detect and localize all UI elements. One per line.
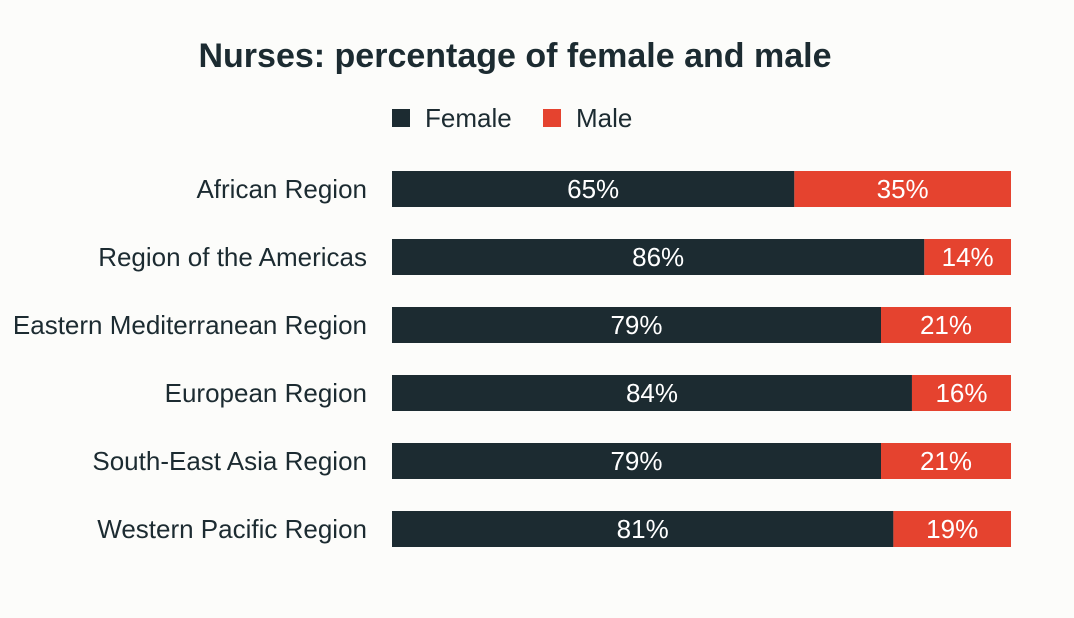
bar-female-south-east-asia-region [392,443,882,479]
category-labels: African Region Region of the Americas East… [13,174,367,544]
value-label-female-south-east-asia-region: 79% [610,446,662,476]
category-label-western-pacific-region: Western Pacific Region [97,514,367,544]
bar-female-western-pacific-region [392,511,894,547]
legend-swatch-female [392,109,410,127]
value-label-male-western-pacific-region: 19% [926,514,978,544]
chart-title: Nurses: percentage of female and male [198,37,831,75]
legend-label-male: Male [576,103,632,133]
legend-swatch-male [543,109,561,127]
value-label-male-south-east-asia-region: 21% [920,446,972,476]
value-label-male-region-of-the-americas: 14% [942,242,994,272]
category-label-south-east-asia-region: South-East Asia Region [92,446,367,476]
bar-male-african-region [794,171,1011,207]
value-label-male-eastern-mediterranean-region: 21% [920,310,972,340]
category-label-eastern-mediterranean-region: Eastern Mediterranean Region [13,310,367,340]
bars [392,171,1011,547]
value-label-female-eastern-mediterranean-region: 79% [610,310,662,340]
value-labels: 65% 35% 86% 14% 79% 21% 84% 16% 79% 21% 81% 19% [567,174,994,544]
bar-female-region-of-the-americas [392,239,925,275]
legend-label-female: Female [425,103,512,133]
category-label-african-region: African Region [196,174,367,204]
legend: Female Male [392,103,632,133]
value-label-female-western-pacific-region: 81% [617,514,669,544]
value-label-female-european-region: 84% [626,378,678,408]
bar-male-western-pacific-region [893,511,1011,547]
category-label-region-of-the-americas: Region of the Americas [98,242,367,272]
bar-male-european-region [911,375,1011,411]
bar-female-eastern-mediterranean-region [392,307,882,343]
bar-female-european-region [392,375,912,411]
value-label-female-region-of-the-americas: 86% [632,242,684,272]
bar-female-african-region [392,171,795,207]
bar-male-eastern-mediterranean-region [881,307,1011,343]
bar-male-region-of-the-americas [924,239,1011,275]
bar-male-south-east-asia-region [881,443,1011,479]
value-label-male-african-region: 35% [877,174,929,204]
value-label-female-african-region: 65% [567,174,619,204]
value-label-male-european-region: 16% [935,378,987,408]
category-label-european-region: European Region [165,378,367,408]
